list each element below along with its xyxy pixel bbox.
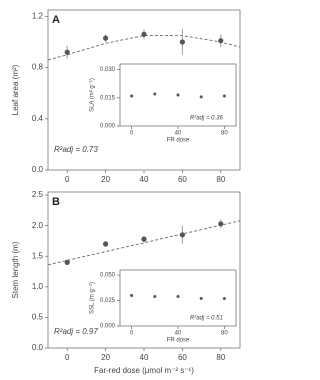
x-axis-label: Far-red dose (μmol m⁻² s⁻¹) (94, 366, 194, 375)
inset-frame (119, 269, 237, 327)
x-axis-label: FR dose (167, 338, 190, 344)
data-point (103, 35, 109, 41)
x-tick-label: 40 (140, 353, 149, 362)
annotation: R²adj = 0.51 (190, 316, 223, 322)
y-axis-label: SLA (m² g⁻¹) (90, 78, 96, 112)
data-point (176, 294, 180, 298)
y-tick-label: 2.0 (32, 221, 44, 230)
data-point (64, 49, 70, 55)
y-tick-label: 1.0 (32, 282, 44, 291)
x-tick-label: 80 (216, 175, 225, 184)
data-point (64, 259, 70, 265)
data-point (130, 94, 134, 98)
panel-label: A (52, 14, 60, 26)
fit-line (47, 220, 241, 266)
data-point (222, 297, 226, 301)
x-axis-label: FR dose (167, 138, 190, 144)
y-tick-label: 0.8 (32, 63, 44, 72)
x-tick-label: 40 (140, 175, 149, 184)
data-point (179, 232, 185, 238)
x-tick-label: 0 (130, 331, 134, 337)
y-tick-label: 1.2 (32, 12, 44, 21)
y-tick-label: 0.4 (32, 114, 44, 123)
y-tick-label: 0.000 (100, 324, 116, 330)
data-point (153, 92, 157, 96)
annotation: R²adj = 0.97 (54, 327, 98, 336)
data-point (179, 39, 185, 45)
x-tick-label: 0 (65, 175, 70, 184)
data-point (130, 293, 134, 297)
x-tick-label: 40 (175, 131, 182, 137)
y-tick-label: 0.025 (100, 298, 116, 304)
annotation: R²adj = 0.73 (54, 145, 98, 154)
panel-label: B (52, 196, 60, 208)
y-tick-label: 0.050 (100, 273, 116, 279)
data-point (176, 93, 180, 97)
data-point (141, 31, 147, 37)
x-tick-label: 0 (65, 353, 70, 362)
y-axis-label: Leaf area (m²) (11, 64, 20, 115)
x-tick-label: 20 (101, 353, 110, 362)
y-tick-label: 0.5 (32, 313, 44, 322)
x-tick-label: 60 (178, 353, 187, 362)
x-tick-label: 20 (101, 175, 110, 184)
y-tick-label: 0.015 (100, 95, 116, 101)
figure: 0.0 0.4 0.8 1.2 0 20 40 60 80 Leaf area (m²) A R²ad… (11, 9, 241, 375)
data-point (153, 294, 157, 298)
y-axis-label: Stem length (m) (11, 241, 20, 298)
data-point (199, 297, 203, 301)
y-tick-label: 0.0 (32, 343, 44, 352)
data-point (103, 241, 109, 247)
x-tick-label: 60 (178, 175, 187, 184)
y-tick-label: 0.000 (100, 124, 116, 130)
x-tick-label: 40 (175, 331, 182, 337)
data-point (141, 236, 147, 242)
annotation: R²adj = 0.36 (190, 116, 224, 122)
y-axis-label: SSL (m g⁻¹) (90, 282, 96, 314)
y-tick-label: 2.5 (32, 190, 44, 199)
y-tick-label: 0.030 (100, 67, 116, 73)
data-point (218, 38, 224, 44)
y-tick-label: 0.0 (32, 165, 44, 174)
x-tick-label: 80 (216, 353, 225, 362)
x-tick-label: 80 (221, 331, 228, 337)
data-point (222, 94, 226, 98)
y-tick-label: 1.5 (32, 251, 44, 260)
data-point (218, 221, 224, 227)
x-tick-label: 80 (221, 131, 228, 137)
x-tick-label: 0 (130, 131, 134, 137)
data-point (199, 95, 203, 99)
